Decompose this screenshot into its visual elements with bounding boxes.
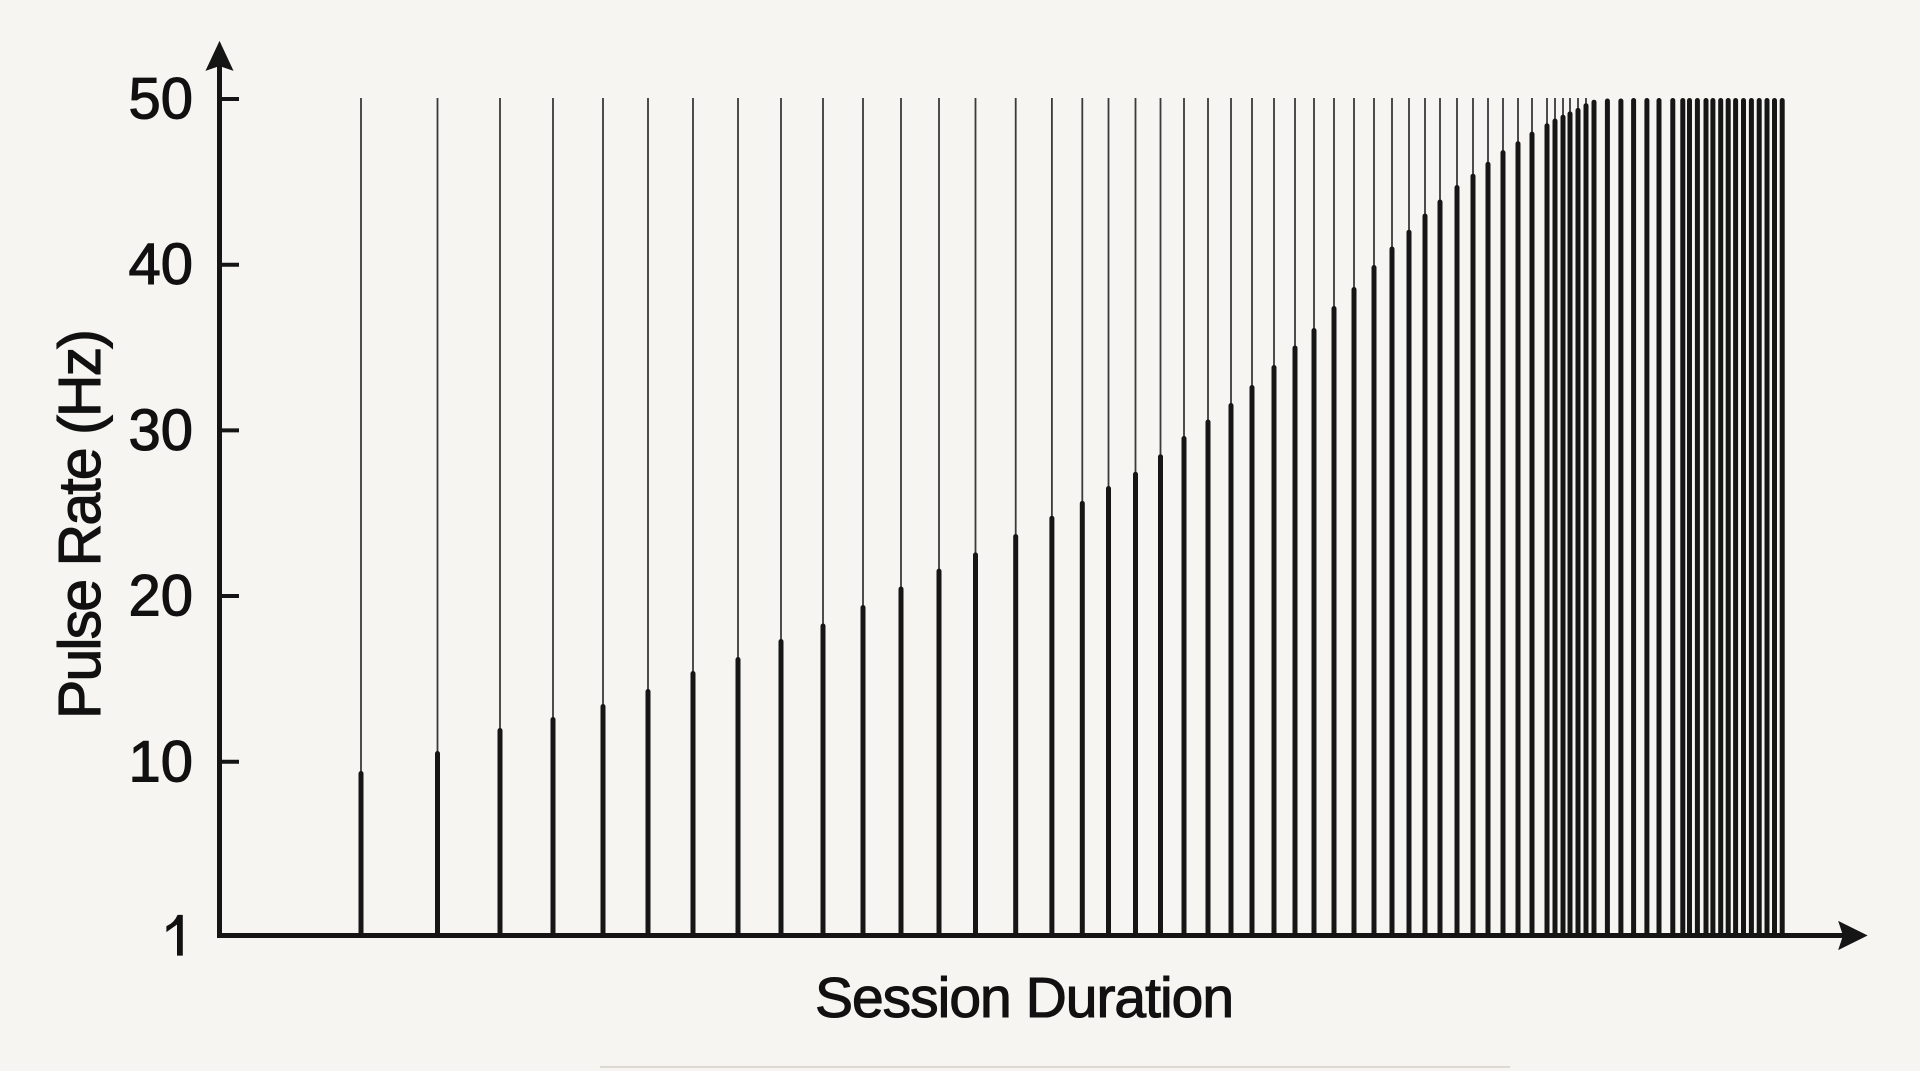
svg-text:20: 20 (128, 564, 193, 629)
svg-text:40: 40 (128, 232, 193, 297)
svg-text:10: 10 (128, 729, 193, 794)
svg-text:30: 30 (128, 398, 193, 463)
svg-text:Pulse Rate (Hz): Pulse Rate (Hz) (47, 331, 113, 719)
svg-text:50: 50 (128, 67, 193, 132)
svg-text:Session Duration: Session Duration (815, 966, 1233, 1030)
